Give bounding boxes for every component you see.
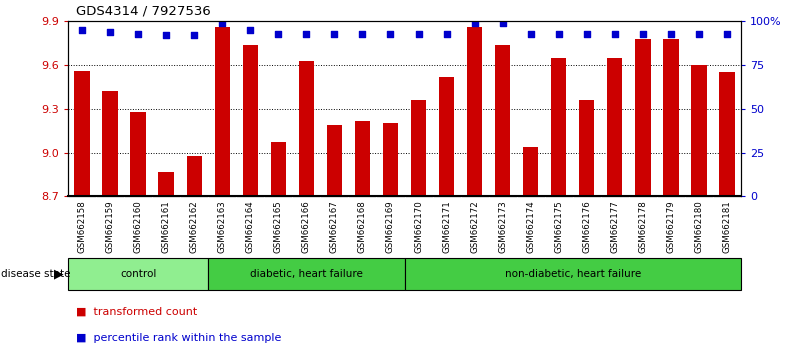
Bar	[159, 172, 174, 196]
Text: GSM662165: GSM662165	[274, 200, 283, 253]
Text: GSM662171: GSM662171	[442, 200, 451, 253]
Point	[553, 31, 566, 36]
Text: non-diabetic, heart failure: non-diabetic, heart failure	[505, 269, 641, 279]
Text: GSM662174: GSM662174	[526, 200, 535, 253]
Bar	[215, 27, 230, 196]
Text: GSM662172: GSM662172	[470, 200, 479, 253]
Text: GSM662177: GSM662177	[610, 200, 619, 253]
Point	[665, 31, 678, 36]
Bar	[131, 112, 146, 196]
Bar	[68, 258, 208, 290]
Point	[244, 27, 256, 33]
Point	[580, 31, 593, 36]
Bar	[405, 258, 741, 290]
Text: GSM662166: GSM662166	[302, 200, 311, 253]
Text: diabetic, heart failure: diabetic, heart failure	[250, 269, 363, 279]
Bar	[299, 61, 314, 196]
Text: GSM662163: GSM662163	[218, 200, 227, 253]
Text: GSM662160: GSM662160	[134, 200, 143, 253]
Bar	[383, 124, 398, 196]
Text: disease state: disease state	[1, 269, 70, 279]
Text: GSM662180: GSM662180	[694, 200, 703, 253]
Point	[356, 31, 369, 36]
Point	[160, 33, 173, 38]
Point	[300, 31, 312, 36]
Point	[609, 31, 622, 36]
Bar	[495, 45, 510, 196]
Bar	[243, 45, 258, 196]
Bar	[635, 39, 650, 196]
Text: GSM662173: GSM662173	[498, 200, 507, 253]
Text: GSM662178: GSM662178	[638, 200, 647, 253]
Bar	[271, 142, 286, 196]
Text: GSM662162: GSM662162	[190, 200, 199, 253]
Point	[75, 27, 89, 33]
Text: GSM662181: GSM662181	[723, 200, 731, 253]
Bar	[607, 58, 622, 196]
Text: GSM662159: GSM662159	[106, 200, 115, 253]
Point	[525, 31, 537, 36]
Point	[413, 31, 425, 36]
Bar	[691, 65, 706, 196]
Bar	[663, 39, 678, 196]
Point	[441, 31, 453, 36]
Text: GSM662169: GSM662169	[386, 200, 395, 253]
Text: GSM662167: GSM662167	[330, 200, 339, 253]
Text: ▶: ▶	[54, 268, 63, 281]
Point	[720, 31, 733, 36]
Text: ■  percentile rank within the sample: ■ percentile rank within the sample	[76, 333, 281, 343]
Bar	[187, 155, 202, 196]
Bar	[74, 71, 90, 196]
Point	[104, 29, 117, 35]
Bar	[411, 100, 426, 196]
Bar	[579, 100, 594, 196]
Text: GSM662179: GSM662179	[666, 200, 675, 253]
Text: GSM662164: GSM662164	[246, 200, 255, 253]
Bar	[208, 258, 405, 290]
Point	[468, 20, 481, 26]
Point	[636, 31, 649, 36]
Text: GSM662158: GSM662158	[78, 200, 87, 253]
Bar	[439, 77, 454, 196]
Bar	[103, 91, 118, 196]
Point	[187, 33, 200, 38]
Point	[497, 20, 509, 26]
Bar	[327, 125, 342, 196]
Point	[131, 31, 145, 36]
Text: GSM662176: GSM662176	[582, 200, 591, 253]
Point	[216, 20, 229, 26]
Point	[328, 31, 341, 36]
Bar	[719, 72, 735, 196]
Point	[384, 31, 397, 36]
Bar	[355, 120, 370, 196]
Text: ■  transformed count: ■ transformed count	[76, 307, 197, 316]
Text: GDS4314 / 7927536: GDS4314 / 7927536	[76, 5, 211, 18]
Text: GSM662168: GSM662168	[358, 200, 367, 253]
Text: control: control	[120, 269, 156, 279]
Bar	[523, 147, 538, 196]
Point	[692, 31, 705, 36]
Text: GSM662161: GSM662161	[162, 200, 171, 253]
Text: GSM662170: GSM662170	[414, 200, 423, 253]
Point	[272, 31, 285, 36]
Bar	[551, 58, 566, 196]
Text: GSM662175: GSM662175	[554, 200, 563, 253]
Bar	[467, 27, 482, 196]
